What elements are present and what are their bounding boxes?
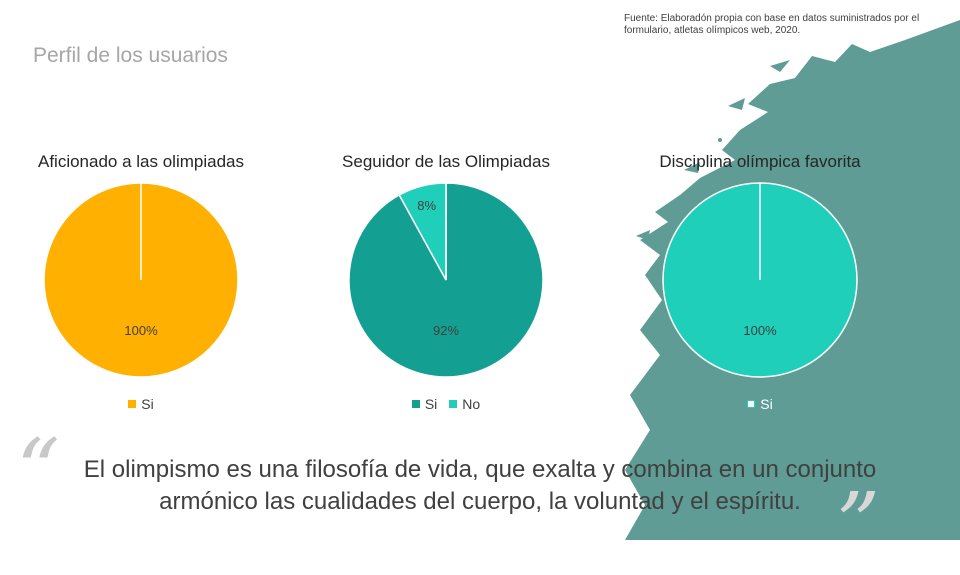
legend-swatch xyxy=(128,400,137,408)
data-label: 100% xyxy=(124,323,158,338)
legend-item: Si xyxy=(128,396,154,412)
legend-swatch xyxy=(747,400,756,408)
pie-chart-disciplina: Disciplina olímpica favorita 100% Si xyxy=(610,152,910,432)
quote-line-1: El olimpismo es una filosofía de vida, q… xyxy=(83,456,877,483)
chart-title: Seguidor de las Olimpiadas xyxy=(342,152,550,171)
quote-line-2: armónico las cualidades del cuerpo, la v… xyxy=(159,488,801,515)
source-note: Fuente: Elaboradón propia con base en da… xyxy=(624,13,920,36)
pie-svg: 92% 8% xyxy=(348,182,544,378)
legend-swatch xyxy=(449,400,458,408)
chart-legend: Si xyxy=(0,396,291,412)
legend-label: Si xyxy=(760,396,773,412)
close-quote-mark: ” xyxy=(836,475,880,575)
legend-item: Si xyxy=(411,396,438,412)
pie-chart-seguidor: Seguidor de las Olimpiadas 92% 8% Si No xyxy=(296,152,596,432)
legend-item: Si xyxy=(747,396,773,412)
chart-legend: Si No xyxy=(296,396,596,412)
brush-dot xyxy=(653,241,659,247)
chart-title: Disciplina olímpica favorita xyxy=(659,152,861,171)
chart-legend: Si xyxy=(610,396,910,412)
brush-dot xyxy=(718,138,722,142)
pie-chart-aficionado: Aficionado a las olimpiadas 100% Si xyxy=(0,152,291,432)
chart-title: Aficionado a las olimpiadas xyxy=(37,152,244,171)
legend-label: No xyxy=(462,396,481,412)
open-quote-mark: “ xyxy=(16,421,60,521)
legend-label: Si xyxy=(424,396,438,412)
page-title: Perfil de los usuarios xyxy=(33,44,228,67)
quote-text: El olimpismo es una filosofía de vida, q… xyxy=(30,454,930,518)
legend-swatch xyxy=(411,400,420,408)
pie-svg: 100% xyxy=(43,182,239,378)
data-label: 100% xyxy=(743,323,777,338)
legend-item: No xyxy=(449,396,480,412)
data-label: 8% xyxy=(417,198,436,213)
data-label: 92% xyxy=(433,323,459,338)
pie-svg: 100% xyxy=(662,182,858,378)
legend-label: Si xyxy=(141,396,154,412)
